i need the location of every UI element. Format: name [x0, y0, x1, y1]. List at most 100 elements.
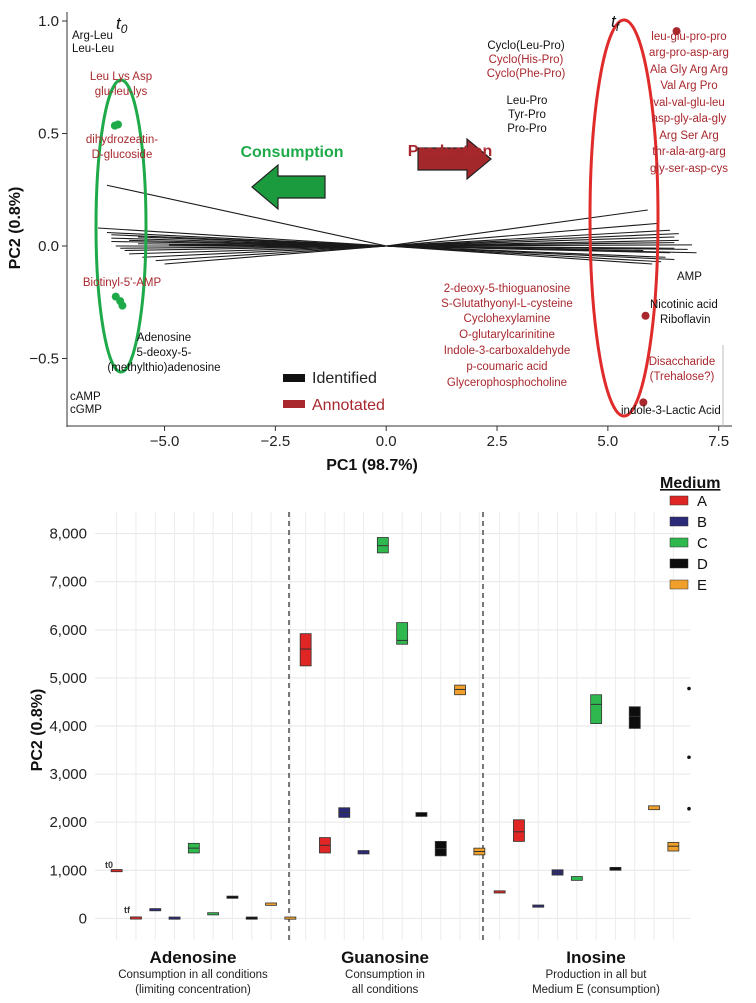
legend-swatch-annotated [283, 400, 305, 408]
medium-legend-swatch [669, 579, 689, 590]
compound-label: Cyclo(His-Pro) [489, 54, 564, 66]
production-arrow [417, 137, 492, 181]
tf-label: tf [611, 12, 621, 34]
compound-label: Pro-Pro [507, 123, 547, 135]
pca-y-tick-label: −0.5 [29, 351, 59, 368]
pca-x-tick-label: 0.0 [376, 433, 397, 450]
pca-y-tick-label: 1.0 [38, 13, 59, 30]
medium-legend-swatch [669, 495, 689, 506]
pca-loading-vectors [97, 184, 697, 265]
compound-label: S-Glutathyonyl-L-cysteine [441, 298, 573, 310]
box-a-t0 [299, 633, 312, 667]
pca-y-tick-label: 0.0 [38, 238, 59, 255]
box-y-ticks: 0 1,000 2,000 3,000 4,000 5,000 6,000 7,000 8,00… [49, 526, 87, 928]
compound-label: AMP [677, 271, 702, 283]
loading-vector [386, 244, 693, 247]
compound-label: (Trehalose?) [650, 371, 715, 383]
pca-x-ticks: −5.0 −2.5 0.0 2.5 5.0 7.5 [150, 426, 729, 450]
compound-label: Arg-Leu [72, 30, 113, 42]
compound-label: Cyclo(Phe-Pro) [487, 68, 566, 80]
legend-swatch-identified [283, 374, 305, 382]
box-e-t0 [648, 805, 660, 811]
box-y-tick-label: 3,000 [49, 766, 87, 783]
compound-label: Ala Gly Arg Arg [650, 64, 728, 76]
compound-label: p-coumaric acid [466, 361, 547, 373]
compound-label: dihydrozeatin- [86, 134, 158, 146]
compound-label: gly-ser-asp-cys [650, 163, 728, 175]
tf-sample-point [672, 27, 681, 36]
group-note: Medium E (consumption) [532, 984, 660, 996]
pca-x-tick-label: 7.5 [708, 433, 729, 450]
compound-label: D-glucoside [92, 149, 153, 161]
compound-label: cGMP [70, 404, 102, 416]
compound-label: leu-glu-pro-pro [651, 31, 726, 43]
box-y-tick-label: 5,000 [49, 670, 87, 687]
loading-vector [106, 231, 387, 247]
loading-vector [386, 229, 670, 247]
pca-sample-points [110, 27, 681, 407]
compound-label: Glycerophosphocholine [447, 377, 567, 389]
box-c-tf [396, 622, 409, 645]
pca-legend: Identified Annotated [283, 370, 385, 414]
box-y-tick-label: 7,000 [49, 574, 87, 591]
loading-vector [386, 233, 679, 247]
pca-y-ticks: −0.5 0.0 0.5 1.0 [29, 13, 67, 368]
box-d-t0 [415, 812, 428, 817]
compound-label: Cyclo(Leu-Pro) [487, 40, 564, 52]
box-a-t0 [110, 869, 123, 873]
box-b-tf [357, 850, 370, 855]
box-c-t0 [570, 876, 583, 881]
medium-legend-title: Medium [660, 475, 720, 492]
box-a-tf [130, 916, 142, 920]
tf-sample-point [639, 398, 648, 407]
pca-x-tick-label: 2.5 [487, 433, 508, 450]
compound-label: arg-pro-asp-arg [649, 47, 729, 59]
loading-vector [106, 184, 387, 247]
tf-ellipse [588, 18, 660, 418]
loading-vector [164, 245, 387, 265]
compound-label: cAMP [70, 391, 101, 403]
compound-label: Biotinyl-5'-AMP [83, 277, 162, 289]
loading-vector [386, 222, 657, 247]
t0-label: t0 [116, 14, 128, 36]
pca-x-tick-label: −2.5 [261, 433, 291, 450]
compound-label: Disaccharide [649, 356, 715, 368]
compound-label: Tyr-Pro [508, 109, 546, 121]
group-label-guanosine: Guanosine [341, 948, 429, 967]
pca-x-tick-label: 5.0 [597, 433, 618, 450]
medium-legend-label: C [697, 535, 708, 552]
group-label-inosine: Inosine [566, 948, 626, 967]
medium-legend-label: E [697, 577, 707, 594]
pca-y-axis-label: PC2 (0.8%) [7, 187, 24, 270]
medium-legend-label: D [697, 556, 708, 573]
box-time-label-t0: t0 [105, 860, 113, 870]
compound-label: Cyclohexylamine [464, 313, 551, 325]
compound-label: 2-deoxy-5-thioguanosine [444, 283, 571, 295]
compound-label: Leu-Leu [72, 43, 114, 55]
box-b-t0 [532, 904, 545, 908]
box-marks [110, 537, 680, 920]
compound-label: indole-3-Lactic Acid [621, 405, 721, 417]
box-y-tick-label: 2,000 [49, 814, 87, 831]
compound-label: asp-gly-ala-gly [652, 113, 727, 125]
box-y-tick-label: 8,000 [49, 526, 87, 543]
medium-legend-label: B [697, 514, 707, 531]
compound-label: 5-deoxy-5- [137, 347, 192, 359]
compound-label: Riboflavin [660, 314, 711, 326]
compound-label: Adenosine [137, 332, 191, 344]
pca-x-tick-label: −5.0 [150, 433, 180, 450]
compound-label: O-glutarylcarinitine [459, 329, 555, 341]
compound-label: Leu Lys Asp [90, 71, 152, 83]
box-c-tf [590, 694, 603, 724]
medium-legend-swatch [669, 537, 689, 548]
box-d-tf [245, 916, 258, 920]
loading-vector [129, 239, 387, 247]
compound-label: Indole-3-carboxaldehyde [444, 345, 571, 357]
group-note: (limiting concentration) [135, 984, 251, 996]
loading-vector [168, 244, 387, 247]
outlier-point [687, 806, 691, 811]
box-d-t0 [226, 895, 239, 899]
t0-sample-point [110, 121, 119, 130]
box-y-tick-label: 4,000 [49, 718, 87, 735]
box-y-axis-label: PC2 (0.8%) [29, 689, 46, 772]
